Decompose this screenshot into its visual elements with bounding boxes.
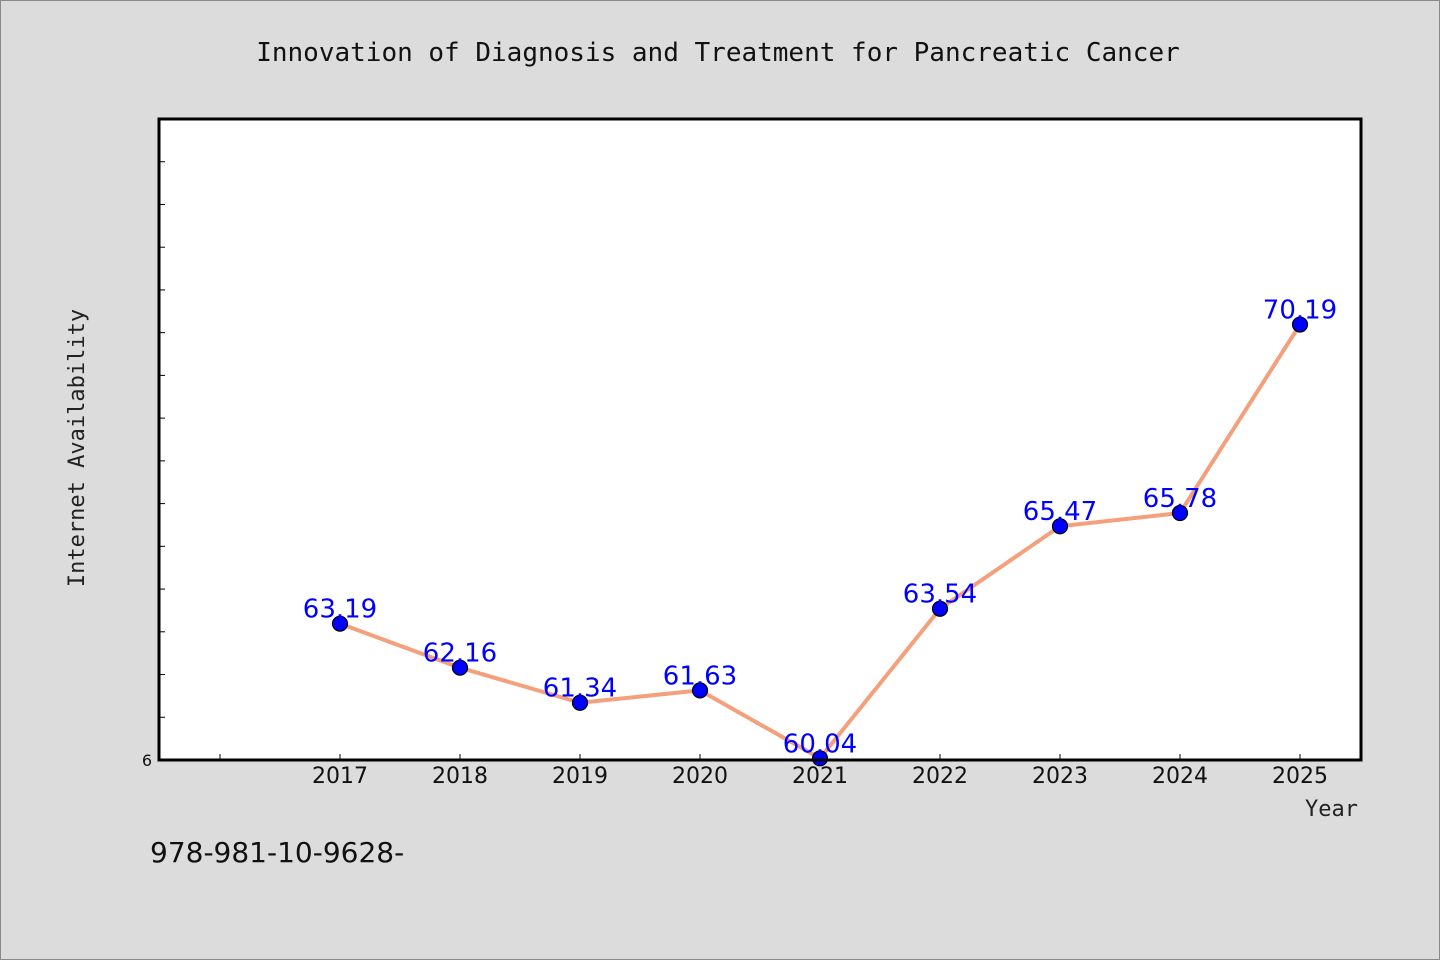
data-label: 61.34: [543, 674, 617, 704]
x-tick-label: 2022: [912, 764, 968, 789]
data-point: [1291, 316, 1309, 333]
data-label: 65.78: [1143, 484, 1217, 514]
series-markers: [331, 316, 1309, 767]
data-point: [571, 694, 589, 711]
plot-area: [159, 119, 1361, 760]
data-point: [1171, 504, 1189, 522]
x-tick-label: 2025: [1272, 764, 1328, 789]
x-tick-label: 2024: [1152, 764, 1208, 789]
data-label: 70.19: [1263, 296, 1337, 326]
data-point: [1051, 518, 1069, 535]
x-axis-ticks: 2017 2018 2019 2020 2021 2022 2023 2024 2025: [219, 754, 1328, 789]
footer-text: 978-981-10-9628-: [150, 836, 404, 869]
x-tick-label: 2018: [432, 764, 488, 789]
data-label: 63.54: [903, 580, 977, 610]
x-tick-label: 2020: [672, 764, 728, 789]
data-label: 60.04: [783, 729, 857, 759]
x-tick-label: 2019: [552, 764, 608, 789]
data-point: [811, 750, 829, 767]
data-label: 61.63: [663, 661, 737, 691]
data-point: [331, 615, 349, 632]
data-labels: 63.19 62.16 61.34 61.63 60.04 63.54 65.47 65.78…: [303, 296, 1337, 760]
x-tick-label: 2017: [312, 764, 368, 789]
plot-border: [157, 117, 1363, 762]
data-label: 62.16: [423, 639, 497, 669]
x-axis-label: Year: [1305, 797, 1358, 822]
data-point: [451, 659, 469, 676]
y-tick-label: 6: [142, 751, 152, 770]
data-label: 65.47: [1023, 497, 1097, 527]
data-point: [691, 682, 709, 699]
data-point: [931, 600, 949, 617]
x-tick-label: 2023: [1032, 764, 1088, 789]
chart-title: Innovation of Diagnosis and Treatment fo…: [256, 38, 1180, 68]
x-tick-label: 2021: [792, 764, 848, 789]
data-label: 63.19: [303, 595, 377, 625]
y-axis-label: Internet Availability: [65, 309, 90, 587]
